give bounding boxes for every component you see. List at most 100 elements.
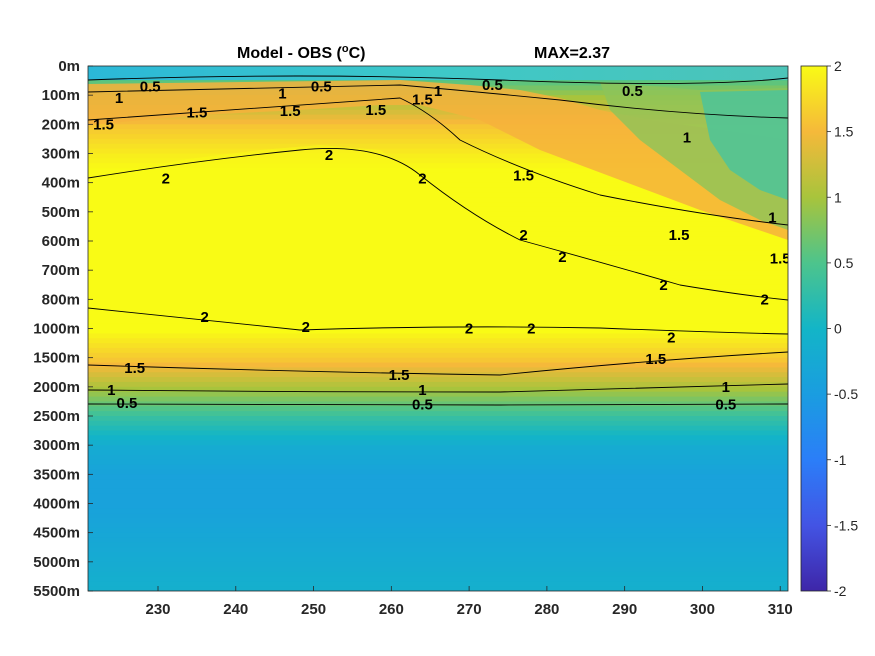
field-band — [88, 114, 788, 121]
y-tick-label: 700m — [42, 262, 80, 279]
field-band — [88, 158, 788, 164]
y-tick-label: 0m — [58, 58, 80, 75]
field-band — [88, 561, 788, 568]
field-band — [88, 391, 788, 398]
contour-label: 2 — [667, 329, 675, 346]
chart-title: Model - OBS (oC) — [237, 43, 366, 62]
warm-layer — [88, 80, 788, 240]
field-band — [88, 396, 788, 403]
field-band — [88, 537, 788, 543]
y-tick-label: 1000m — [33, 321, 80, 338]
contour-label: 2 — [201, 309, 209, 326]
y-tick-label: 5000m — [33, 554, 80, 571]
field-band — [88, 532, 788, 539]
field-band — [88, 367, 788, 373]
y-tick-label: 600m — [42, 233, 80, 250]
contour-label: 1.5 — [770, 251, 791, 268]
colorbar-tick-label: -1.5 — [834, 517, 858, 533]
y-tick-label: 100m — [42, 87, 80, 104]
contour-label: 0.5 — [311, 78, 332, 95]
contour-line — [88, 75, 788, 84]
field-band — [88, 347, 788, 354]
field-band — [88, 362, 788, 368]
contour-label: 2 — [465, 321, 473, 338]
field-band — [88, 318, 788, 325]
field-band — [88, 372, 788, 378]
field-band — [88, 474, 788, 480]
field-band — [88, 377, 788, 383]
field-band — [88, 552, 788, 558]
contour-label: 0.5 — [140, 78, 161, 95]
field-band — [88, 406, 788, 412]
field-band — [88, 172, 788, 179]
field-band — [88, 469, 788, 475]
contour-label: 0.5 — [715, 396, 736, 413]
field-band — [88, 129, 788, 135]
colorbar-tick-label: 0.5 — [834, 255, 854, 271]
field-band — [88, 338, 788, 344]
y-tick-label: 4500m — [33, 525, 80, 542]
field-band — [88, 513, 788, 519]
field-band — [88, 488, 788, 495]
field-band — [88, 493, 788, 500]
x-tick-label: 300 — [690, 601, 715, 618]
y-tick-label: 3000m — [33, 437, 80, 454]
contour-lines — [88, 75, 788, 406]
contour-label: 1.5 — [280, 103, 301, 120]
contour-label: 1 — [434, 83, 442, 100]
y-tick-label: 4000m — [33, 496, 80, 513]
x-tick-label: 240 — [223, 601, 248, 618]
y-tick-label: 500m — [42, 204, 80, 221]
field-band — [88, 484, 788, 490]
x-tick-label: 270 — [457, 601, 482, 618]
x-tick-label: 230 — [145, 601, 170, 618]
contour-label: 1.5 — [645, 351, 666, 368]
field-band — [88, 352, 788, 359]
field-band — [88, 586, 788, 591]
contour-label: 2 — [418, 170, 426, 187]
field-band — [88, 381, 788, 388]
field-band — [88, 498, 788, 505]
field-band — [88, 343, 788, 349]
colorbar-tick-label: 1 — [834, 189, 842, 205]
field-band — [88, 357, 788, 364]
colorbar-tick-label: 0 — [834, 321, 842, 337]
contour-label: 0.5 — [116, 395, 137, 412]
colorbar-tick-label: -2 — [834, 583, 847, 599]
contour-label: 1.5 — [513, 167, 534, 184]
field-band — [88, 148, 788, 155]
contour-label: 0.5 — [482, 77, 503, 94]
x-tick-label: 280 — [534, 601, 559, 618]
contour-line — [88, 84, 788, 119]
contour-line — [88, 351, 788, 376]
y-tick-label: 2500m — [33, 408, 80, 425]
field-band — [88, 459, 788, 466]
y-tick-label: 3500m — [33, 466, 80, 483]
field-band — [88, 450, 788, 456]
contour-label: 1 — [418, 382, 426, 399]
contour-label: 1 — [722, 379, 730, 396]
field-band — [88, 143, 788, 150]
field-band — [88, 547, 788, 553]
field-band — [88, 328, 788, 334]
y-axis: 0m 100m 200m 300m 400m 500m 600m 700m 800m 1000m 1… — [33, 58, 93, 600]
field-band — [88, 333, 788, 339]
x-tick-label: 310 — [768, 601, 793, 618]
field-band — [88, 435, 788, 441]
contour-label: 0.5 — [412, 396, 433, 413]
contour-label: 2 — [325, 147, 333, 164]
colorbar — [800, 65, 828, 592]
contour-line — [88, 403, 788, 406]
field-band — [88, 571, 788, 578]
field-band — [88, 479, 788, 485]
contour-label: 2 — [162, 170, 170, 187]
field-band — [88, 177, 788, 184]
max-label: MAX=2.37 — [534, 45, 610, 62]
contour-label: 1 — [768, 210, 776, 227]
contour-label: 2 — [558, 249, 566, 266]
y-tick-label: 300m — [42, 146, 80, 163]
field-band — [88, 420, 788, 427]
field-band — [88, 430, 788, 437]
